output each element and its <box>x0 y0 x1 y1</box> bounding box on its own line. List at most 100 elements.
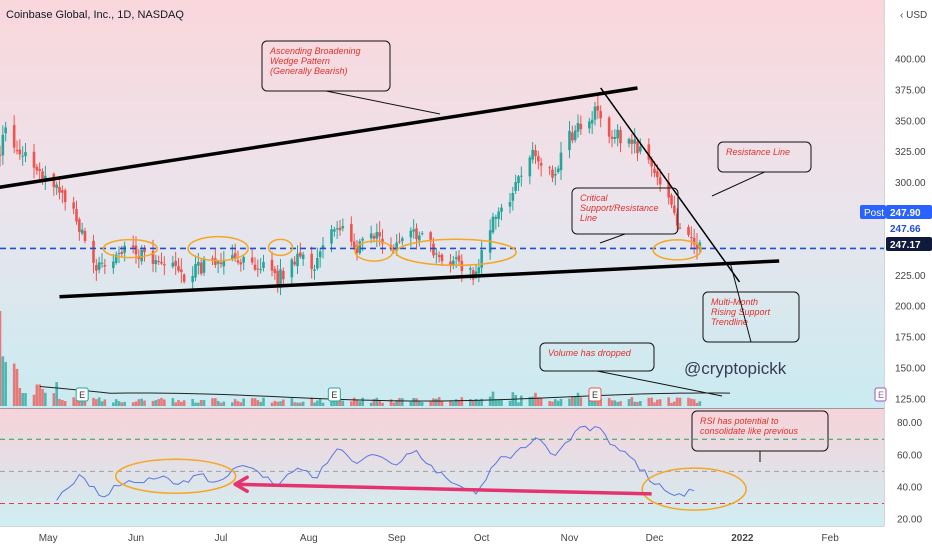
callout-volume-line: Volume has dropped <box>548 348 632 358</box>
candle-body <box>21 155 24 157</box>
candle <box>103 258 107 275</box>
time-axis[interactable] <box>0 526 932 550</box>
volume-bar <box>460 397 464 406</box>
candle <box>182 273 186 284</box>
earnings-marker-box <box>75 387 89 402</box>
callout-volume: Volume has dropped <box>539 342 723 397</box>
candle <box>607 115 611 144</box>
volume-bar <box>409 401 413 406</box>
volume-bar <box>180 401 183 406</box>
callout-critical-line: Line <box>580 213 597 223</box>
volume-bar <box>310 397 313 406</box>
callout-rsi-line: consolidate like previous <box>700 426 799 436</box>
candle-body <box>338 227 342 231</box>
main-pane[interactable] <box>0 0 884 408</box>
candle <box>398 232 401 244</box>
candle <box>571 125 574 144</box>
candle <box>636 139 639 162</box>
candle-body <box>103 265 107 267</box>
candle-body <box>687 227 690 236</box>
volume-bar <box>534 392 537 406</box>
volume-bar <box>656 399 659 406</box>
volume-bar <box>338 399 342 406</box>
volume-bar <box>316 400 319 406</box>
candle-body <box>647 144 651 160</box>
candle <box>619 126 622 153</box>
candle-body <box>157 261 160 263</box>
highlight-ellipse <box>652 239 702 261</box>
volume-bar <box>296 402 299 406</box>
volume-bar <box>395 400 398 406</box>
candle <box>256 259 260 277</box>
candle-body <box>588 121 591 129</box>
candle-body <box>92 240 95 263</box>
candle-body <box>83 230 87 241</box>
candle <box>100 253 104 268</box>
candle <box>92 234 95 274</box>
candle-body <box>610 136 614 139</box>
candle-body <box>318 251 322 258</box>
volume-bar <box>636 401 639 406</box>
candle-body <box>596 105 600 111</box>
candle <box>78 217 81 241</box>
volume-bar <box>551 401 554 406</box>
candle-body <box>290 259 294 278</box>
candle-body <box>330 229 333 244</box>
candle <box>352 233 356 251</box>
candle-body <box>616 129 619 139</box>
time-tick-label: May <box>39 533 58 544</box>
candle <box>511 186 515 211</box>
callout-wedge-pointer <box>325 90 441 115</box>
candle <box>214 249 217 268</box>
volume-bar <box>97 397 101 406</box>
price-axis[interactable] <box>884 0 932 526</box>
future-earnings-box <box>874 387 887 402</box>
volume-bar <box>429 401 432 406</box>
candle <box>517 175 520 191</box>
volume-bar <box>500 399 503 406</box>
candle <box>687 224 690 238</box>
candle <box>0 145 2 167</box>
time-tick-label: Nov <box>561 533 579 544</box>
rsi-pane[interactable] <box>0 409 884 526</box>
candle <box>647 138 651 164</box>
candle-body <box>12 125 16 148</box>
candle <box>355 239 359 261</box>
candle <box>678 223 682 230</box>
callout-critical-line: Support/Resistance <box>580 203 659 213</box>
candle-body <box>667 182 670 198</box>
candle <box>491 212 495 235</box>
volume-bar <box>412 397 415 406</box>
volume-bar <box>151 400 155 406</box>
volume-bar <box>202 400 206 406</box>
time-tick-label: Aug <box>300 533 318 544</box>
price-tick-label: 125.00 <box>895 394 926 405</box>
volume-bar <box>616 401 619 406</box>
volume-bar <box>290 398 294 406</box>
candle-body <box>537 156 540 162</box>
volume-bar <box>392 402 396 406</box>
candle <box>151 239 155 273</box>
volume-bar <box>548 401 551 406</box>
volume-bar <box>531 396 534 406</box>
post-value-tag-bg <box>886 205 932 219</box>
volume-bar <box>378 401 381 406</box>
candle <box>112 253 115 274</box>
callout-resistance-pointer <box>711 171 765 197</box>
volume-bar <box>571 396 574 406</box>
candle <box>38 162 41 180</box>
volume-bar <box>452 401 455 406</box>
candle <box>83 227 87 244</box>
volume-bar <box>242 398 245 406</box>
post-label-text: Post <box>864 208 884 219</box>
volume-bar <box>480 398 483 406</box>
candle <box>282 267 285 288</box>
candle <box>418 231 421 247</box>
rsi-tick-label: 80.00 <box>897 418 922 429</box>
volume-bar <box>670 402 673 406</box>
candle-body <box>114 254 118 263</box>
candle <box>539 157 543 177</box>
